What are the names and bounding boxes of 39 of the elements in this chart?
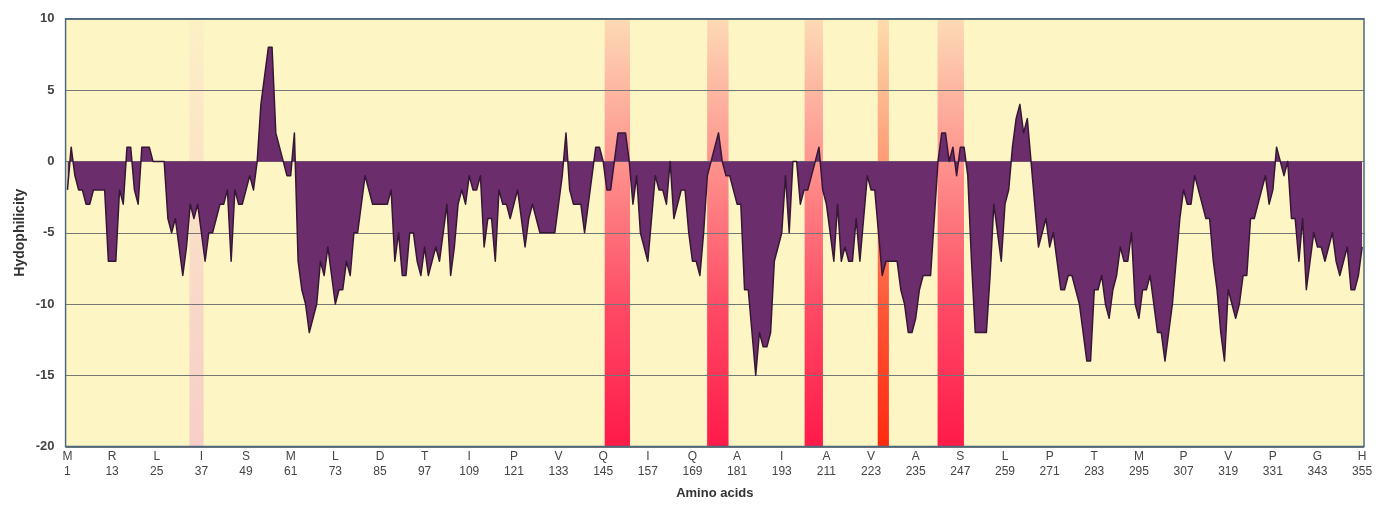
x-tick-label: V 133: [548, 449, 569, 478]
x-tick-label: S 247: [950, 449, 971, 478]
x-tick-label: T 283: [1084, 449, 1105, 478]
x-tick-label: P 331: [1262, 449, 1284, 478]
y-tick-label: -5: [43, 224, 55, 240]
x-tick-label: T 97: [417, 449, 432, 478]
x-axis-title: Amino acids: [676, 484, 754, 500]
x-tick-label: P 121: [503, 449, 525, 478]
x-tick-label: L 73: [328, 449, 343, 478]
x-tick-label: Q 145: [593, 449, 614, 478]
x-tick-label: S 49: [239, 449, 254, 478]
x-tick-label: P 307: [1173, 449, 1194, 478]
x-tick-label: I 37: [194, 449, 209, 478]
x-tick-label: Q 169: [682, 449, 703, 478]
x-tick-label: L 25: [150, 449, 164, 478]
x-tick-label: M 1: [62, 449, 73, 478]
y-tick-label: 5: [47, 81, 55, 97]
y-tick-label: -15: [35, 366, 55, 382]
y-axis-title: Hydophilicity: [11, 188, 28, 277]
y-tick-label: -20: [35, 438, 55, 454]
x-tick-label: I 109: [459, 449, 480, 478]
x-tick-label: V 223: [861, 449, 882, 478]
x-tick-label: M 61: [283, 449, 298, 478]
y-tick-label: -10: [35, 295, 55, 311]
y-tick-label: 0: [47, 152, 55, 168]
x-tick-label: V 319: [1218, 449, 1239, 478]
x-tick-label: P 271: [1039, 449, 1060, 478]
x-tick-label: I 157: [637, 449, 659, 478]
x-tick-label: M 295: [1128, 449, 1150, 478]
x-tick-label: L 259: [994, 449, 1016, 478]
x-tick-label: I 193: [771, 449, 793, 478]
x-tick-label: A 211: [816, 449, 837, 478]
x-tick-label: G 343: [1307, 449, 1328, 478]
x-tick-label: A 235: [905, 449, 927, 478]
y-tick-label: 10: [40, 10, 55, 26]
x-tick-label: D 85: [373, 449, 387, 478]
x-tick-label: R 13: [105, 449, 120, 478]
x-tick-label: H 355: [1352, 449, 1373, 478]
x-tick-label: A 181: [727, 449, 748, 478]
